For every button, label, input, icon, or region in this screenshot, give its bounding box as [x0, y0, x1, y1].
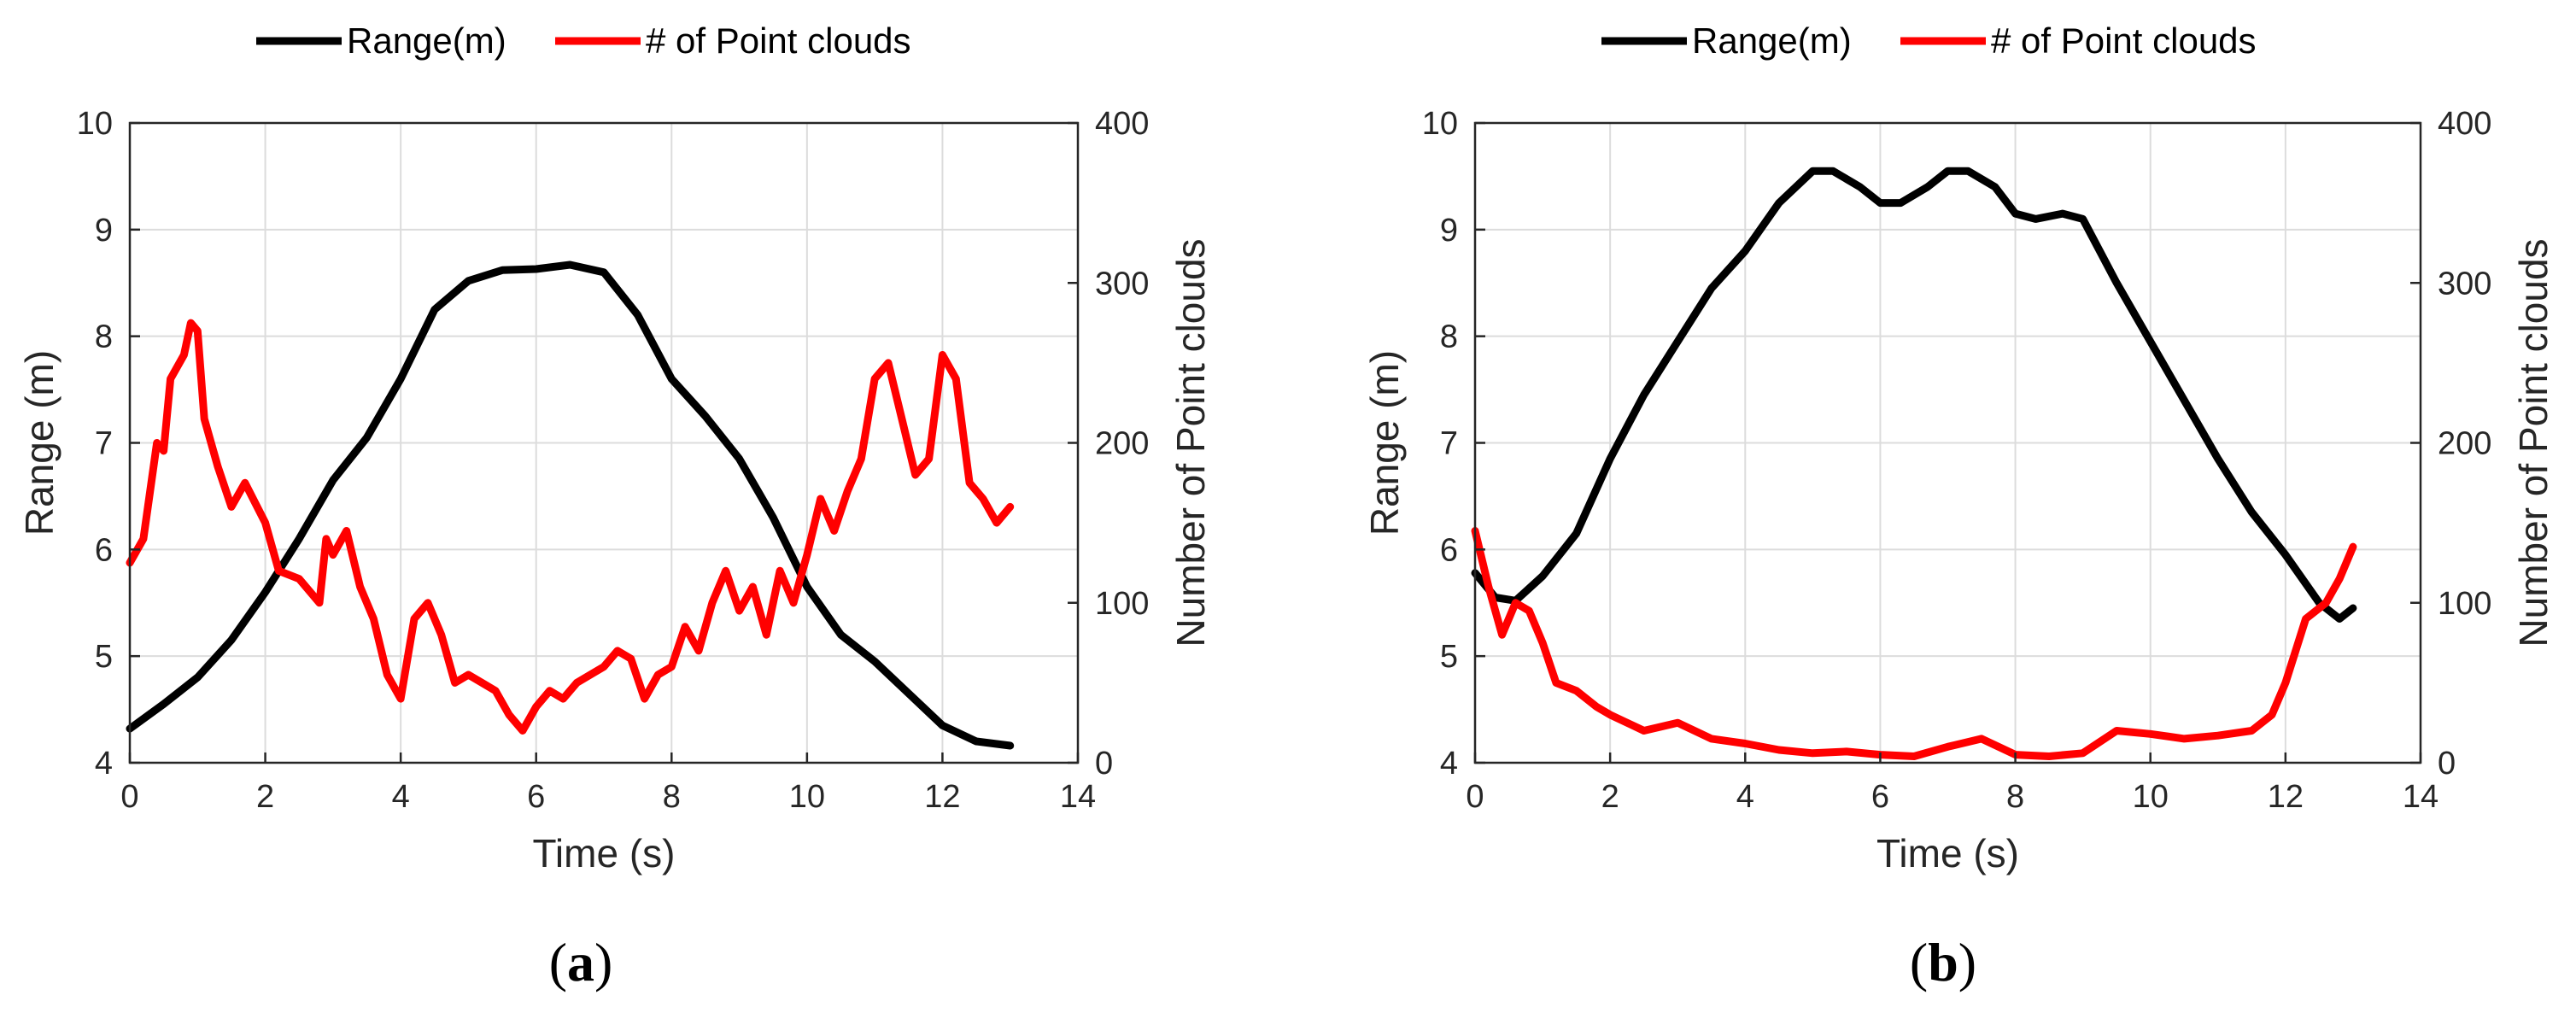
legend: Range(m) # of Point clouds: [256, 20, 911, 61]
y-tick-label: 10: [77, 106, 113, 142]
x-tick-label: 10: [2133, 779, 2169, 815]
point-clouds-series-line: [1471, 527, 2357, 760]
legend-label-range: Range(m): [347, 20, 506, 61]
panel-label: (a): [549, 932, 613, 993]
x-tick-label: 2: [256, 779, 274, 815]
y-tick-label: 7: [95, 426, 113, 462]
y2-tick-label: 100: [1095, 586, 1149, 622]
panel-label-letter: b: [1928, 932, 1958, 993]
y2-tick-label: 200: [2438, 426, 2491, 462]
panel-label-letter: a: [567, 932, 594, 993]
range-series-line: [126, 261, 1015, 750]
x-tick-label: 8: [2006, 779, 2024, 815]
panel-label-close-paren: ): [594, 932, 612, 993]
y2-tick-label: 0: [2438, 746, 2456, 782]
y2-tick-label: 300: [1095, 266, 1149, 302]
y-tick-label: 8: [95, 319, 113, 355]
x-tick-label: 0: [120, 779, 138, 815]
x-tick-label: 0: [1466, 779, 1484, 815]
y-tick-label: 9: [95, 213, 113, 249]
panel-label: (b): [1910, 932, 1976, 993]
x-axis-label: Time (s): [533, 831, 676, 875]
y-tick-label: 6: [1440, 532, 1458, 568]
x-axis-label: Time (s): [1876, 831, 2019, 875]
y-axis-label: Range (m): [1362, 350, 1407, 536]
range-series-line: [1471, 167, 2357, 623]
y-tick-label: 8: [1440, 319, 1458, 355]
x-tick-label: 4: [1736, 779, 1754, 815]
x-tick-label: 14: [2403, 779, 2438, 815]
y-axis-label: Range (m): [17, 350, 61, 536]
y2-tick-label: 300: [2438, 266, 2491, 302]
y-tick-label: 5: [1440, 639, 1458, 675]
panel-label-close-paren: ): [1958, 932, 1976, 993]
legend-label-point-clouds: # of Point clouds: [646, 20, 911, 61]
panel-label-open-paren: (: [549, 932, 567, 993]
x-tick-label: 10: [789, 779, 825, 815]
y-tick-label: 7: [1440, 426, 1458, 462]
legend: Range(m) # of Point clouds: [1601, 20, 2257, 61]
legend-label-point-clouds: # of Point clouds: [1991, 20, 2257, 61]
y-tick-label: 6: [95, 532, 113, 568]
x-tick-label: 12: [2268, 779, 2304, 815]
y-tick-label: 9: [1440, 213, 1458, 249]
y2-axis-label: Number of Point clouds: [1168, 238, 1213, 647]
y-tick-label: 4: [95, 746, 113, 782]
y2-axis-label: Number of Point clouds: [2511, 238, 2556, 647]
legend-label-range: Range(m): [1692, 20, 1852, 61]
y-tick-label: 5: [95, 639, 113, 675]
x-tick-label: 6: [527, 779, 545, 815]
y-tick-label: 10: [1422, 106, 1458, 142]
y2-tick-label: 400: [2438, 106, 2491, 142]
y2-tick-label: 100: [2438, 586, 2491, 622]
y2-tick-label: 0: [1095, 746, 1113, 782]
x-tick-label: 12: [924, 779, 960, 815]
x-tick-label: 4: [392, 779, 410, 815]
x-tick-label: 8: [663, 779, 681, 815]
y-tick-label: 4: [1440, 746, 1458, 782]
panel-label-open-paren: (: [1910, 932, 1928, 993]
x-tick-label: 14: [1060, 779, 1096, 815]
x-tick-label: 2: [1601, 779, 1619, 815]
x-tick-label: 6: [1871, 779, 1889, 815]
y2-tick-label: 200: [1095, 426, 1149, 462]
y2-tick-label: 400: [1095, 106, 1149, 142]
point-clouds-series-line: [126, 319, 1015, 735]
